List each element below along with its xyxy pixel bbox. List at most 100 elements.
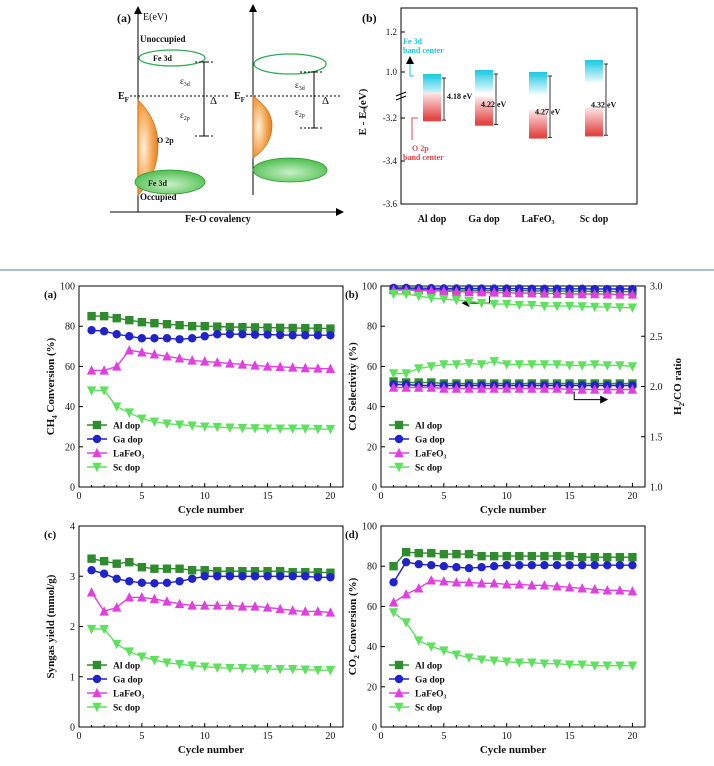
data-point <box>540 551 549 561</box>
legend-label: Ga dop <box>113 676 143 686</box>
data-point <box>187 334 197 343</box>
data-point <box>615 552 625 562</box>
data-point <box>464 577 474 587</box>
data-point <box>489 299 499 310</box>
data-point <box>288 605 298 615</box>
data-point <box>301 572 310 581</box>
data-point <box>275 361 285 372</box>
data-point <box>514 287 524 298</box>
data-point <box>452 563 461 572</box>
data-point <box>86 624 97 635</box>
legend-marker <box>394 687 404 698</box>
data-point <box>174 659 185 670</box>
panel-b-categories: Al dop Ga dop LaFeO₃ Sc dop <box>418 214 609 225</box>
y-tick-label: 100 <box>362 522 377 533</box>
legend-marker <box>394 702 404 713</box>
data-point <box>250 664 260 674</box>
panel-b-frame <box>400 7 638 205</box>
data-point <box>552 581 562 591</box>
data-point <box>112 361 122 371</box>
data-point <box>439 646 449 656</box>
data-point <box>502 287 512 298</box>
data-point <box>527 560 537 570</box>
data-point <box>137 652 147 662</box>
data-point <box>514 300 524 311</box>
data-point <box>414 583 424 593</box>
data-point <box>476 578 487 588</box>
data-point <box>615 284 625 294</box>
eps3d-left: ε3d <box>180 76 190 88</box>
chart-syngas-yield: (c) 0 5 10 15 20 0 1 2 3 4 Cycle number Syngas yield… <box>44 522 344 756</box>
x-axis-label: Cycle number <box>480 504 546 516</box>
data-point <box>564 361 575 371</box>
data-point <box>502 383 512 393</box>
data-point <box>564 582 575 592</box>
data-point <box>577 284 587 294</box>
data-point <box>237 359 248 369</box>
data-point <box>288 665 298 675</box>
data-point <box>414 364 424 374</box>
data-point <box>313 424 323 435</box>
data-point <box>539 360 550 370</box>
data-point <box>200 322 209 331</box>
data-point <box>112 402 122 412</box>
data-point <box>150 334 159 343</box>
x-tick-label: 10 <box>502 731 512 742</box>
x-tick-label: 10 <box>502 491 512 502</box>
data-point <box>628 560 637 570</box>
data-point <box>87 566 96 575</box>
o2p-label: O 2p <box>157 136 174 145</box>
panel-label: (c) <box>44 529 57 541</box>
data-point <box>426 285 436 296</box>
data-point <box>502 560 511 570</box>
data-point <box>427 560 436 570</box>
data-point <box>603 552 612 562</box>
y-tick-label: 20 <box>65 442 75 453</box>
panel-b-bars: 4.18 eV 4.22 eV 4.27 eV 4.32 eV <box>423 60 617 139</box>
schematic-panel-a: (a) E(eV) Unoccupied Occupied Fe-O coval… <box>110 4 344 225</box>
y-tick-label: 40 <box>367 642 377 653</box>
data-point <box>401 618 411 628</box>
ef-right-label: EF <box>234 91 245 104</box>
data-point <box>602 585 612 595</box>
right-axis-arrow <box>573 391 609 404</box>
chart-co2-conversion: (d) 0 5 10 15 20 0 20 40 60 80 100 Cycle number CO2 C… <box>345 522 646 756</box>
data-point <box>326 573 335 582</box>
data-point <box>388 369 399 379</box>
x-tick-label: 10 <box>200 731 210 742</box>
legend-label: LaFeO₃ <box>113 690 144 700</box>
data-point <box>489 551 499 561</box>
data-point <box>439 562 449 571</box>
gap-label: 4.18 eV <box>447 92 473 101</box>
o2p-band-block <box>529 109 547 138</box>
data-point <box>250 360 260 370</box>
data-point <box>615 384 625 394</box>
data-point <box>125 577 134 586</box>
data-point <box>590 661 600 671</box>
data-point <box>125 557 134 567</box>
data-point <box>300 665 310 675</box>
data-point <box>515 560 524 570</box>
y-right-tick-label: 1.0 <box>650 483 663 494</box>
x-tick-label: 10 <box>200 491 210 502</box>
legend-marker <box>92 702 102 713</box>
data-point <box>112 559 121 568</box>
o2p-band-right <box>252 95 273 159</box>
data-point <box>225 330 235 339</box>
data-point <box>263 330 272 339</box>
legend-marker <box>394 420 404 430</box>
data-point <box>137 347 147 357</box>
legend-label: Sc dop <box>415 704 442 714</box>
panel-b-ylabel: E - E (eV) <box>357 88 369 135</box>
data-point <box>99 386 109 396</box>
ef-left-label: EF <box>118 91 129 104</box>
data-point <box>464 383 474 393</box>
data-point <box>401 547 411 557</box>
data-point <box>313 324 323 333</box>
data-point <box>187 661 197 671</box>
data-point <box>200 356 210 366</box>
y-tick-label: 80 <box>367 562 377 573</box>
category-label: Al dop <box>418 214 447 225</box>
data-point <box>565 560 574 570</box>
y-axis-label: Syngas yield (mmol/g) <box>45 574 57 678</box>
